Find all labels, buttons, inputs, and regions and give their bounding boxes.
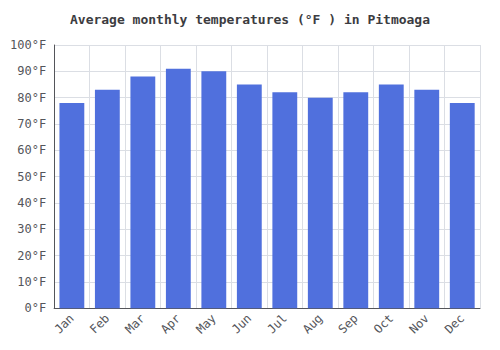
svg-text:Aug: Aug [300,311,325,336]
svg-text:20°F: 20°F [17,249,46,263]
svg-text:50°F: 50°F [17,170,46,184]
svg-text:Mar: Mar [123,311,148,336]
svg-text:90°F: 90°F [17,64,46,78]
svg-text:0°F: 0°F [24,301,46,315]
svg-text:Jul: Jul [265,311,290,336]
svg-text:Average monthly temperatures (: Average monthly temperatures (°F ) in Pi… [70,12,430,27]
svg-text:Jan: Jan [52,311,77,336]
svg-text:60°F: 60°F [17,143,46,157]
svg-text:Nov: Nov [407,311,432,336]
svg-text:30°F: 30°F [17,222,46,236]
svg-text:Sep: Sep [336,311,361,336]
svg-text:70°F: 70°F [17,117,46,131]
svg-text:Apr: Apr [158,311,183,336]
svg-text:100°F: 100°F [10,38,46,52]
svg-text:80°F: 80°F [17,91,46,105]
svg-text:10°F: 10°F [17,275,46,289]
svg-text:Dec: Dec [442,311,467,336]
svg-text:Feb: Feb [87,311,112,336]
svg-text:40°F: 40°F [17,196,46,210]
svg-text:Jun: Jun [229,311,254,336]
svg-text:May: May [194,311,219,336]
svg-text:Oct: Oct [371,311,396,336]
